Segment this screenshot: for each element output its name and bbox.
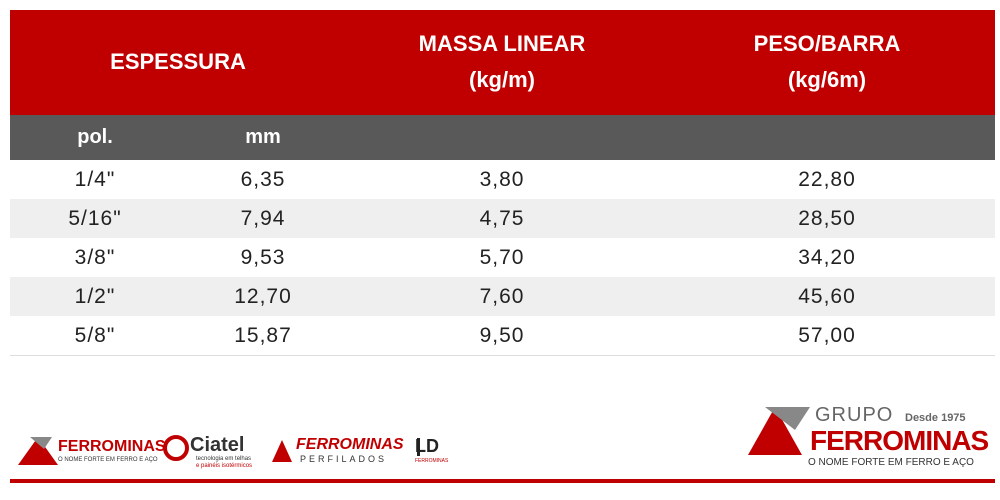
header-peso: PESO/BARRA — [753, 31, 901, 56]
logo-tagline: O NOME FORTE EM FERRO E AÇO — [58, 457, 158, 463]
table-row — [10, 199, 995, 238]
logo-tagline: PERFILADOS — [300, 454, 388, 464]
table-cell: 57,00 — [798, 324, 856, 347]
table-cell: 5/16" — [68, 207, 122, 230]
header-massa: MASSA LINEAR — [418, 31, 586, 56]
table-cell: 6,35 — [240, 168, 286, 191]
subheader-band — [10, 115, 995, 160]
logo-since: Desde 1975 — [905, 412, 966, 424]
logo-group: GRUPO — [815, 404, 894, 426]
table-row — [10, 277, 995, 316]
table-cell: 5,70 — [479, 246, 525, 269]
subheader-mm: mm — [245, 126, 281, 148]
table-cell: 34,20 — [798, 246, 856, 269]
logo-tagline: tecnologia em telhas — [196, 456, 252, 462]
table-cell: 7,60 — [479, 285, 525, 308]
table-body: 1/4" 6,35 3,80 22,80 5/16" 7,94 4,75 28,50 3/8" 9… — [10, 160, 995, 356]
logo-name: FERROMINAS — [58, 438, 166, 455]
table-row — [10, 316, 995, 356]
header-massa-unit: (kg/m) — [469, 67, 535, 92]
table-cell: 1/2" — [74, 285, 116, 308]
table-cell: 9,53 — [240, 246, 286, 269]
logo-name: Ciatel — [190, 434, 245, 456]
logo-tagline: O NOME FORTE EM FERRO E AÇO — [808, 457, 974, 468]
logo-name: LD — [415, 436, 439, 456]
table-cell: 45,60 — [798, 285, 856, 308]
logo-name: FERROMINAS — [810, 425, 989, 456]
table-cell: 15,87 — [234, 324, 292, 347]
table-row — [10, 160, 995, 199]
subheader-pol: pol. — [77, 126, 113, 148]
table-cell: 3/8" — [74, 246, 116, 269]
header-espessura: ESPESSURA — [110, 49, 246, 74]
logo-tagline: FERROMINAS — [415, 458, 449, 464]
table-cell: 3,80 — [479, 168, 525, 191]
table-cell: 4,75 — [479, 207, 525, 230]
header-band — [10, 10, 995, 115]
table-row — [10, 238, 995, 277]
table-cell: 1/4" — [74, 168, 116, 191]
table-cell: 5/8" — [74, 324, 116, 347]
logo-name: FERROMINAS — [296, 436, 404, 453]
table-cell: 9,50 — [479, 324, 525, 347]
table-cell: 22,80 — [798, 168, 856, 191]
header-peso-unit: (kg/6m) — [787, 67, 867, 92]
table-cell: 12,70 — [234, 285, 292, 308]
table-cell: 28,50 — [798, 207, 856, 230]
table-cell: 7,94 — [240, 207, 286, 230]
logo-tagline: e painéis isotérmicos — [196, 463, 253, 469]
